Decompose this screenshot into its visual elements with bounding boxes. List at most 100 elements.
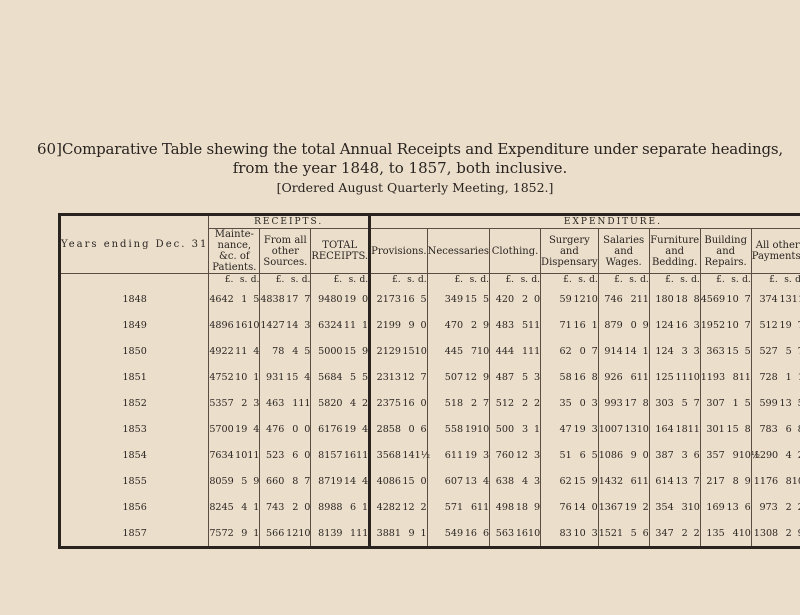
pence: 9 [792,528,800,539]
money-cell-other: 931 15 4 [259,364,312,390]
money-cell-maint: 7572 9 1 [208,520,261,548]
shillings: 3 [521,423,529,435]
pounds: 3568 [376,449,402,461]
pence: 4 [304,371,311,383]
pounds: 8139 [318,527,343,539]
pounds: 512 [759,319,778,331]
year-cell: 1857 [58,520,210,548]
shillings: 0 [630,319,637,331]
pence: 8 [792,424,800,435]
pence: 11 [477,501,490,513]
shillings: 9 [408,527,415,539]
pounds: 760 [495,449,515,461]
money-cell-furn: 387 3 6 [648,442,701,468]
money-cell-nec: 549 16 6 [426,520,491,548]
year-cell: 1853 [58,416,210,442]
unit-d: d. [691,275,700,285]
pence: 3 [591,397,598,409]
pence: 7 [693,397,700,409]
pounds: 2129 [376,345,402,357]
pounds: 1308 [753,527,779,539]
pence: 5 [253,293,260,305]
pounds: 879 [604,319,623,331]
pounds: 76 [559,501,572,513]
pounds: 549 [444,527,464,539]
money-cell-build: 357 910½ [699,442,760,468]
shillings: 4 [732,527,739,539]
shillings: 15 [402,475,415,487]
pounds: 1952 [700,319,726,331]
pounds: 4838 [260,293,285,305]
pence: 1 [253,501,260,513]
money-cell-prov: 2199 9 0 [368,312,428,338]
unit-l: £. [563,275,572,285]
pence: 1 [591,319,598,331]
page-number: 60] [37,140,62,158]
pence: 11 [298,397,311,409]
pence: 10 [687,371,700,383]
header-surgery: Surgery and Dispensary [540,228,599,274]
pounds: 303 [655,397,674,409]
table-body: £. s. d. £. s. d. £. s. d. £. s. d. £. s. d. £. s. d. £. s.… [58,273,800,548]
shillings: 6 [470,501,478,513]
pounds: 6324 [318,319,343,331]
pence: 10 [414,345,427,357]
unit-s: s. [520,275,529,285]
unit-d: d. [417,275,427,285]
pounds: 973 [759,501,778,513]
money-cell-prov: 231312 7 [368,364,428,390]
pounds: 611 [444,449,464,461]
money-cell-build: 217 8 9 [699,468,752,494]
table-row: 1853 570019 4 476 0 0 617619 4 2858 0 6 558 1910 500 3… [58,416,800,442]
shillings: 12 [402,501,415,513]
unit-l: £. [392,275,401,285]
shillings: 11 [235,345,248,357]
money-cell-total_r: 500015 9 [310,338,371,364]
pounds: 124 [655,319,674,331]
pounds: 5357 [209,397,234,409]
pounds: 8719 [318,475,343,487]
shillings: 15 [286,371,299,383]
pence: 11 [687,423,700,435]
shillings: 1 [350,527,357,539]
unit-l: £. [275,275,285,285]
table-row: 1856 8245 4 1 743 2 0 8988 6 1 428212 2 571 611 498 18 9… [58,494,800,520]
money-cell-nec: 611 19 3 [426,442,491,468]
shillings: 19 [573,423,586,435]
money-cell-total_r: 8139 111 [310,520,371,548]
money-cell-build: 301 15 8 [699,416,752,442]
shillings: 2 [521,293,529,305]
money-cell-sal: 926 611 [597,364,650,390]
money-cell-other: 483817 7 [259,286,312,312]
money-cell-total_r: 5820 4 2 [310,390,371,416]
table-row: 1855 8059 5 9 660 8 7 871914 4 408615 0 607 13 4 638 4 3… [58,468,800,494]
shillings: 0 [292,423,299,435]
shillings: 5 [241,475,248,487]
shillings: 4 [785,449,792,461]
shillings: 16 [464,527,478,539]
pence: 4 [253,423,260,435]
pence: 2 [420,501,427,513]
money-cell-sal: 1521 5 6 [597,520,650,548]
pence: 7 [693,475,700,487]
table-row: 1850 492211 4 78 4 5 500015 9 21291510 445 710 444 1… [58,338,800,364]
unit-d: d. [742,275,751,285]
money-cell-build: 195210 7 [699,312,752,338]
pence: 8 [591,371,598,383]
header-provisions: Provisions. [368,228,428,274]
money-cell-furn: 614 13 7 [648,468,701,494]
pounds: 307 [706,397,725,409]
shillings: 2 [292,501,299,513]
pence: 1 [253,527,260,539]
unit-cell: £. s.d. [259,273,312,286]
pence: 5 [792,398,800,409]
pence: 6 [420,423,427,435]
money-cell-maint: 8245 4 1 [208,494,261,520]
pounds: 374 [759,293,778,305]
shillings: 4 [292,345,299,357]
pounds: 914 [604,345,623,357]
year-cell: 1849 [58,312,210,338]
money-cell-maint: 8059 5 9 [208,468,261,494]
money-cell-build: 307 1 5 [699,390,752,416]
shillings: 9 [241,527,248,539]
